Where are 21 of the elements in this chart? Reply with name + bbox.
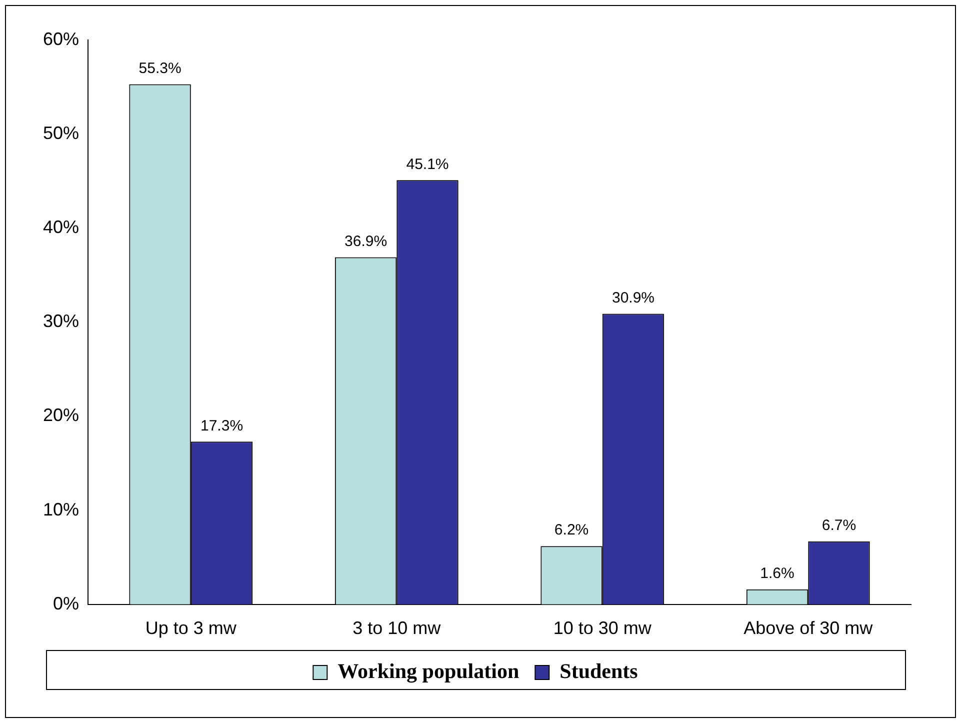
- data-label: 6.7%: [822, 517, 856, 534]
- x-tick-label: 3 to 10 mw: [352, 618, 442, 638]
- y-tick-label: 30%: [42, 311, 80, 332]
- data-label: 45.1%: [406, 156, 449, 173]
- data-label: 36.9%: [344, 232, 388, 250]
- y-tick-label: 0%: [53, 593, 80, 614]
- data-label: 17.3%: [200, 417, 244, 434]
- y-tick-label: 60%: [42, 28, 80, 49]
- data-label: 55.3%: [138, 60, 182, 77]
- data-label: 6.2%: [554, 522, 589, 539]
- y-tick-label: 50%: [42, 123, 80, 144]
- y-tick-label: 10%: [42, 499, 80, 520]
- y-tick-label: 20%: [42, 405, 80, 426]
- x-tick-label: 10 to 30 mw: [553, 618, 652, 638]
- y-tick-label: 40%: [42, 217, 80, 238]
- data-label: 1.6%: [760, 564, 794, 582]
- data-label: 30.9%: [612, 289, 655, 306]
- x-tick-label: Above of 30 mw: [744, 618, 874, 638]
- legend-label: Working population: [338, 658, 520, 683]
- x-tick-label: Up to 3 mw: [145, 618, 238, 638]
- legend-label: Students: [560, 658, 638, 683]
